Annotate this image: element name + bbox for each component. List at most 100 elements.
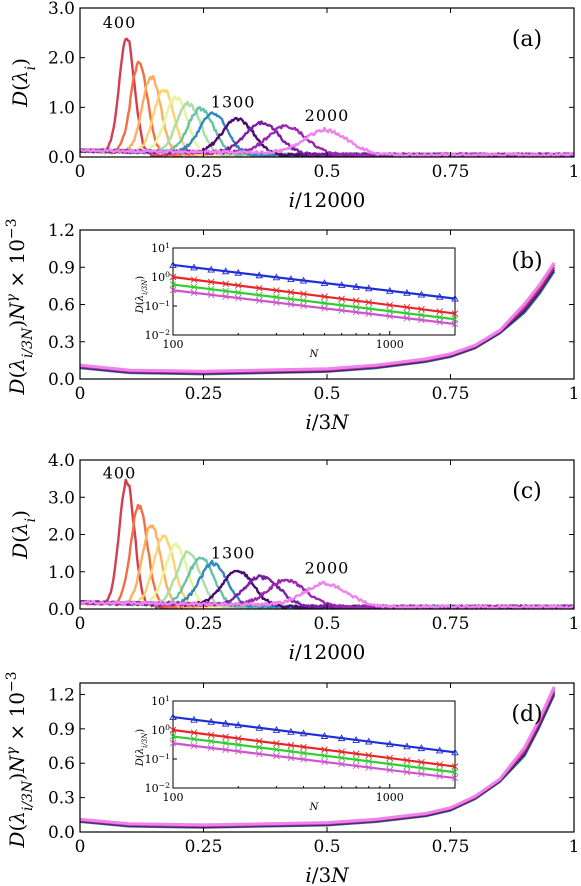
- inset-marker: [234, 735, 242, 742]
- inset-marker: [234, 268, 243, 276]
- y-tick-label: 3.0: [48, 0, 75, 19]
- inset-marker: [190, 729, 198, 737]
- inset-marker: [255, 297, 263, 304]
- inset-marker: [403, 742, 411, 750]
- inset-marker: [221, 719, 230, 727]
- inset-marker: [451, 294, 459, 302]
- x-tick-label: 0.75: [432, 614, 470, 634]
- inset-marker: [365, 757, 373, 765]
- panel-c: 400 1300 2000 0 0.25 0.5 0.75 1 0.0 1.0 2.0 3.0 4.0 (…: [8, 451, 579, 664]
- inset-marker: [207, 717, 215, 725]
- x-tick-label: 0: [75, 614, 86, 634]
- inset-marker: [436, 318, 444, 326]
- inset-marker: [321, 305, 328, 312]
- inset-x-tick-label: 1000: [376, 338, 404, 351]
- inset-marker: [221, 267, 230, 275]
- collapsed-curve: [80, 686, 556, 827]
- inset-marker: [300, 749, 307, 757]
- inset-marker: [418, 311, 425, 319]
- inset-marker: [451, 763, 459, 770]
- inset-y-tick-label: 10−1: [145, 299, 170, 314]
- inset-marker: [207, 291, 215, 299]
- inset-marker: [287, 301, 295, 308]
- x-tick-label: 0.75: [432, 837, 470, 857]
- inset-marker: [435, 746, 444, 754]
- inset-marker: [207, 265, 215, 273]
- inset-marker: [403, 768, 411, 776]
- x-tick-label: 0.5: [313, 614, 340, 634]
- inset-y-tick-label: 10−2: [145, 781, 170, 796]
- peak-annotation: 1300: [211, 544, 256, 563]
- inset-marker: [255, 744, 263, 751]
- peak-annotation: 400: [103, 464, 137, 483]
- panel-label: (d): [511, 702, 542, 727]
- x-tick-label: 0: [75, 384, 86, 404]
- inset-marker: [320, 279, 329, 286]
- inset-y-label: D(λi/3N): [135, 276, 149, 314]
- y-tick-label: 3.0: [48, 488, 75, 508]
- inset-marker: [287, 275, 295, 282]
- x-axis-label: i/3N: [305, 863, 350, 886]
- inset-marker: [352, 308, 360, 316]
- x-tick-label: 0: [75, 162, 86, 182]
- inset-marker: [190, 263, 198, 271]
- inset-marker: [287, 754, 295, 762]
- y-tick-label: 2.0: [48, 526, 75, 546]
- inset-marker: [169, 281, 177, 288]
- spectrum-N2000: [80, 580, 574, 609]
- inset-marker: [169, 739, 177, 747]
- inset-marker: [403, 756, 411, 764]
- x-tick-label: 0.5: [313, 162, 340, 182]
- y-tick-label: 1.2: [48, 221, 75, 241]
- y-tick-label: 0.9: [48, 720, 75, 740]
- y-tick-label: 1.2: [48, 685, 75, 705]
- inset-marker: [255, 750, 263, 758]
- inset-marker: [299, 729, 308, 737]
- plot-area: [80, 261, 556, 376]
- inset-marker: [385, 740, 394, 748]
- y-tick-label: 1.0: [48, 563, 75, 583]
- inset-x-tick-label: 100: [163, 791, 184, 804]
- inset-fit-line: [172, 289, 456, 326]
- y-tick-label: 0.0: [48, 823, 75, 843]
- inset-marker: [190, 289, 198, 297]
- x-tick-label: 0: [75, 837, 86, 857]
- inset-marker: [451, 320, 459, 328]
- inset-marker: [365, 305, 373, 312]
- inset-marker: [365, 299, 373, 306]
- x-tick-label: 0.25: [185, 162, 223, 182]
- inset-marker: [386, 301, 394, 309]
- inset-marker: [287, 295, 295, 303]
- inset-marker: [352, 282, 360, 290]
- y-tick-label: 0.0: [48, 148, 75, 168]
- inset-marker: [234, 294, 242, 302]
- inset-marker: [234, 747, 242, 755]
- inset-marker: [190, 276, 198, 284]
- y-axis-label: D(λi): [8, 58, 39, 108]
- inset-marker: [169, 261, 177, 268]
- inset-marker: [169, 273, 177, 281]
- inset-fit-line: [172, 715, 456, 754]
- inset-y-tick-label: 101: [151, 694, 170, 709]
- y-tick-label: 0.9: [48, 258, 75, 278]
- inset-marker: [337, 734, 346, 742]
- inset-marker: [222, 739, 229, 747]
- inset-marker: [403, 309, 411, 317]
- inset-y-tick-label: 100: [151, 270, 170, 285]
- inset-marker: [418, 764, 425, 772]
- inset-fit-line: [172, 728, 456, 768]
- inset-marker: [338, 760, 345, 768]
- inset-marker: [287, 727, 295, 735]
- y-tick-label: 0.6: [48, 754, 75, 774]
- inset-marker: [436, 761, 444, 768]
- inset-marker: [234, 289, 242, 296]
- inset-marker: [451, 748, 459, 756]
- x-axis-label: i/3N: [305, 410, 350, 434]
- inset-marker: [451, 768, 459, 776]
- inset-marker: [234, 741, 242, 749]
- plot-area: [80, 37, 574, 157]
- inset-marker: [255, 284, 263, 292]
- y-tick-label: 0.3: [48, 789, 75, 809]
- peak-annotation: 1300: [211, 92, 256, 111]
